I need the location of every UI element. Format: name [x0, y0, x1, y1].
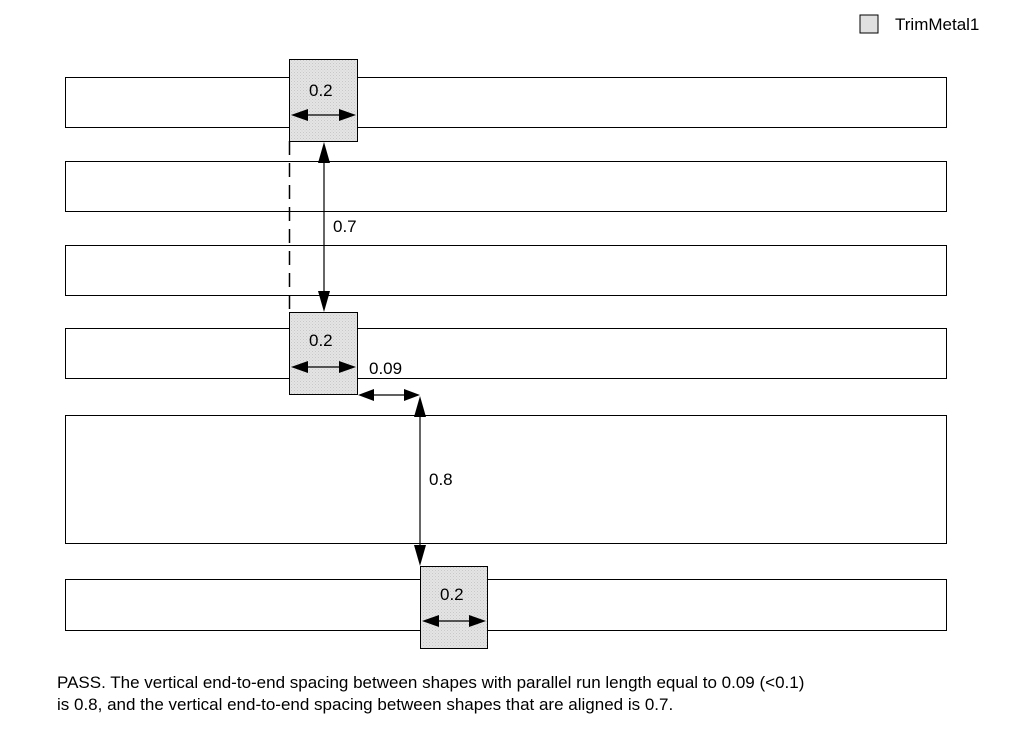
wires [65, 77, 947, 631]
wire-3 [65, 245, 947, 296]
aligned-spacing-arrow [318, 142, 330, 312]
width-arrow-1 [291, 109, 356, 121]
trim-width-label-2: 0.2 [309, 331, 333, 350]
trim-shapes [289, 59, 488, 649]
width-arrow-3 [422, 615, 486, 627]
caption-line-2: is 0.8, and the vertical end-to-end spac… [57, 695, 674, 714]
parallel-run-label: 0.09 [369, 359, 402, 378]
aligned-spacing-label: 0.7 [333, 217, 357, 236]
wire-6 [65, 579, 947, 631]
trim-shape-1 [289, 59, 358, 142]
wire-4 [65, 328, 947, 379]
trim-width-label-1: 0.2 [309, 81, 333, 100]
caption-line-1: PASS. The vertical end-to-end spacing be… [57, 673, 805, 692]
end-to-end-spacing-label: 0.8 [429, 470, 453, 489]
legend: TrimMetal1 [859, 14, 979, 34]
trim-shape-2 [289, 312, 358, 395]
dimension-labels: 0.2 0.2 0.2 0.7 0.09 0.8 [309, 81, 464, 604]
caption: PASS. The vertical end-to-end spacing be… [57, 672, 997, 716]
legend-label: TrimMetal1 [895, 15, 979, 34]
end-to-end-spacing-arrow [414, 396, 426, 566]
parallel-run-arrow [358, 389, 420, 401]
width-arrow-2 [291, 361, 356, 373]
wire-1 [65, 77, 947, 128]
wire-5 [65, 415, 947, 544]
trim-width-label-3: 0.2 [440, 585, 464, 604]
legend-swatch [859, 14, 879, 34]
wire-2 [65, 161, 947, 212]
width-arrows [291, 109, 486, 627]
trim-shape-3 [420, 566, 488, 649]
